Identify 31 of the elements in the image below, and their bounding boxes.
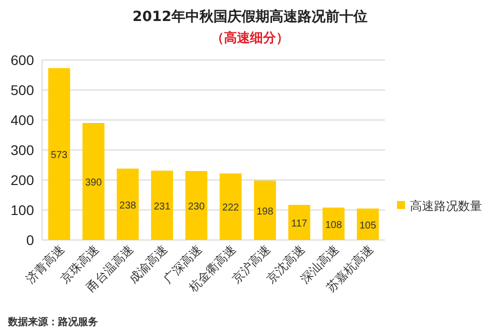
bar — [185, 171, 208, 240]
y-tick-label: 200 — [10, 172, 34, 188]
y-tick-label: 0 — [26, 232, 34, 248]
chart-subtitle: （高速细分） — [211, 30, 289, 46]
chart-title: 2012年中秋国庆假期高速路况前十位 — [132, 8, 368, 25]
y-tick-label: 600 — [10, 52, 34, 68]
bar — [151, 170, 174, 240]
data-label: 222 — [222, 202, 240, 214]
data-label: 573 — [50, 150, 68, 162]
bar — [322, 208, 345, 240]
bar — [48, 68, 70, 240]
y-tick-label: 300 — [10, 142, 34, 158]
y-tick-label: 400 — [10, 112, 34, 128]
bar — [116, 168, 139, 240]
data-label: 105 — [360, 220, 377, 232]
bar — [288, 204, 310, 240]
legend-label: 高速路况数量 — [410, 199, 482, 213]
bar — [82, 123, 104, 240]
data-label: 198 — [256, 206, 274, 218]
bar — [254, 180, 276, 240]
bar — [220, 173, 242, 240]
data-label: 230 — [188, 202, 206, 212]
data-label: 108 — [325, 220, 342, 231]
source-note: 数据来源：路况服务 — [7, 316, 98, 328]
bar — [356, 208, 379, 240]
data-label: 390 — [85, 178, 102, 188]
data-label: 231 — [154, 201, 171, 212]
data-label: 117 — [291, 218, 308, 230]
data-label: 238 — [119, 200, 137, 212]
y-tick-label: 500 — [10, 82, 34, 98]
y-tick-label: 100 — [10, 202, 34, 218]
